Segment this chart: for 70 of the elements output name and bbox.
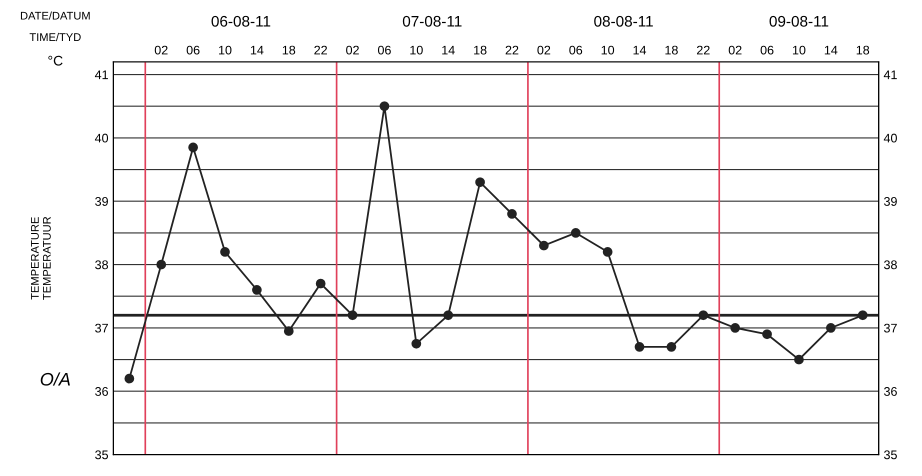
- x-tick-label: 14: [250, 46, 264, 54]
- point: [698, 310, 708, 320]
- point: [411, 338, 422, 349]
- point: [252, 285, 262, 295]
- point: [794, 354, 804, 364]
- point: [666, 342, 676, 352]
- x-tick-label: 18: [474, 46, 486, 55]
- text: °C: [48, 56, 63, 66]
- text: DATE/DATUM: [20, 11, 90, 20]
- x-tick-label: 02: [728, 46, 742, 55]
- point: [348, 310, 358, 320]
- point: [316, 278, 326, 288]
- x-tick-label: 06: [378, 46, 391, 55]
- x-tick-label: 10: [792, 46, 806, 55]
- text: 06-08-11: [212, 16, 270, 27]
- x-tick-label: 10: [602, 46, 614, 55]
- x-tick-label: 02: [346, 46, 359, 55]
- x-tick-label: 14: [824, 46, 838, 54]
- y2-tick-label: 41: [884, 70, 897, 80]
- point: [730, 323, 740, 333]
- point: [762, 329, 772, 340]
- text: TIME/TYD: [30, 32, 81, 42]
- y-tick-label: 38: [95, 260, 108, 270]
- point: [124, 374, 134, 384]
- point: [570, 228, 581, 238]
- point: [188, 142, 198, 152]
- y-axis-title: TEMPERATURE TEMPERATUUR: [31, 216, 51, 300]
- point: [284, 326, 294, 336]
- point: [539, 240, 549, 250]
- point: [220, 247, 230, 257]
- point: [507, 209, 517, 219]
- x-tick-label: 18: [856, 46, 870, 55]
- y-tick-label: 35: [95, 450, 108, 460]
- x-tick-label: 06: [186, 46, 200, 55]
- x-tick-label: 22: [696, 46, 710, 54]
- x-tick-label: 22: [314, 46, 327, 54]
- y2-tick-label: 35: [884, 450, 897, 460]
- point: [380, 101, 390, 112]
- point: [826, 323, 836, 333]
- point: [858, 310, 868, 320]
- x-tick-label: 02: [154, 46, 168, 55]
- y-tick-label: 41: [94, 70, 108, 80]
- text: 08-08-11: [594, 16, 653, 27]
- x-tick-label: 10: [410, 46, 423, 55]
- x-tick-label: 22: [506, 46, 518, 54]
- text: 07-08-11: [402, 16, 462, 27]
- x-tick-label: 18: [665, 46, 678, 55]
- x-tick-label: 14: [634, 46, 646, 54]
- point: [443, 310, 454, 320]
- y-tick-label: 36: [95, 387, 108, 396]
- x-tick-label: 02: [537, 46, 550, 55]
- point: [602, 247, 612, 257]
- text: 09-08-11: [770, 16, 828, 27]
- y2-tick-label: 38: [884, 260, 897, 270]
- point: [156, 260, 166, 270]
- x-tick-label: 06: [569, 46, 582, 55]
- x-tick-label: 14: [442, 46, 455, 54]
- y2-tick-label: 36: [884, 387, 897, 396]
- point: [634, 342, 644, 352]
- point: [475, 177, 485, 188]
- x-tick-label: 06: [760, 46, 774, 55]
- y2-tick-label: 39: [884, 197, 897, 206]
- x-tick-label: 10: [219, 46, 232, 55]
- y-tick-label: 40: [94, 134, 108, 143]
- x-tick-label: 18: [282, 46, 296, 55]
- y-tick-label: 37: [95, 324, 108, 333]
- y2-tick-label: 37: [884, 324, 897, 333]
- y-tick-label: 39: [95, 197, 108, 206]
- y2-tick-label: 40: [884, 134, 897, 143]
- text: O/A: [40, 372, 70, 386]
